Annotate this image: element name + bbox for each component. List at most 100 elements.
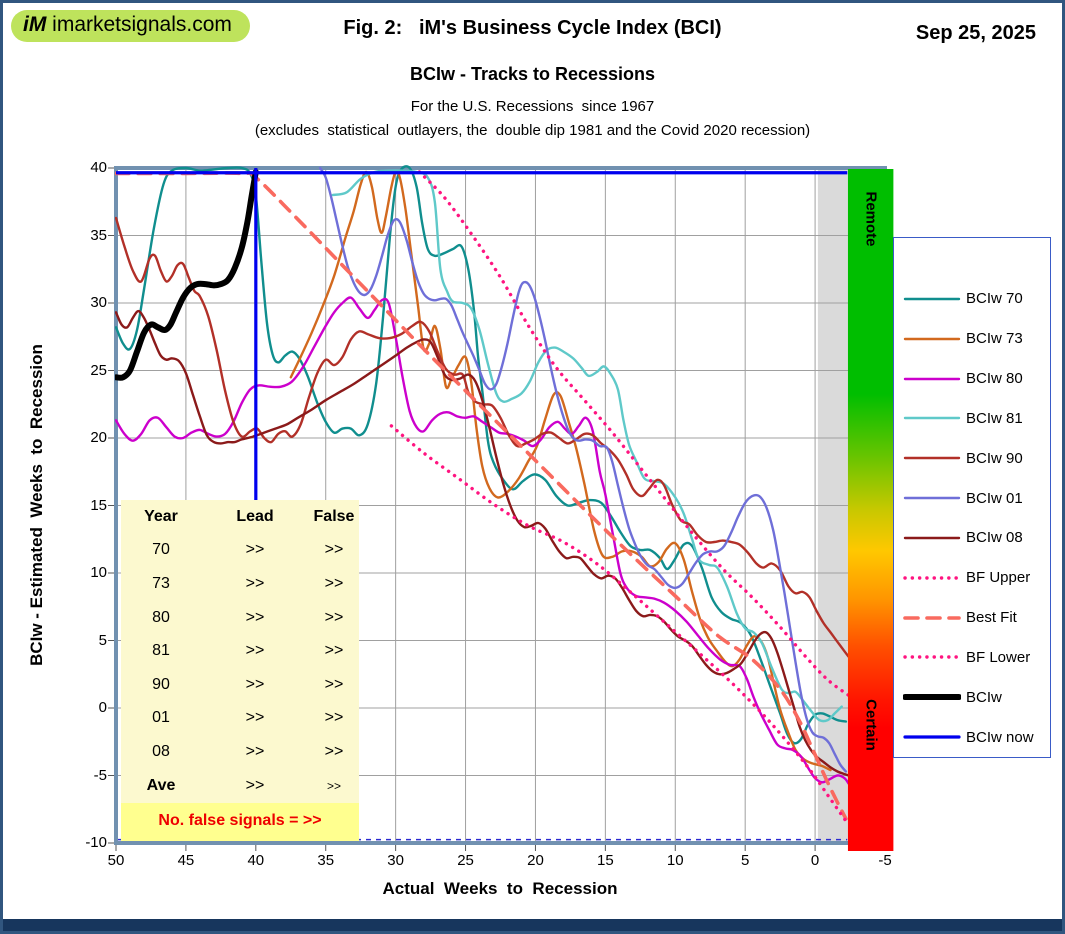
chart-subtitle-exclusions: (excludes statistical outlayers, the dou… — [254, 122, 811, 139]
legend-item: BCIw 90 — [894, 438, 1050, 478]
legend-item: BCIw — [894, 677, 1050, 717]
table-cell: 80 — [152, 608, 170, 626]
y-tick-label: 35 — [90, 226, 107, 244]
table-cell: >> — [245, 776, 265, 794]
x-tick-label: 30 — [387, 852, 404, 869]
y-tick-label: 40 — [90, 159, 107, 176]
y-tick-label: 0 — [98, 699, 107, 716]
y-tick-label: -5 — [93, 766, 107, 784]
y-tick-label: 15 — [90, 496, 107, 514]
table-cell: >> — [324, 541, 344, 559]
legend-label: BCIw 73 — [966, 330, 1023, 348]
table-cell: >> — [245, 709, 265, 727]
legend-label: BCIw 80 — [966, 370, 1023, 388]
legend-sample-line — [903, 655, 961, 660]
table-cell: 73 — [152, 574, 170, 592]
table-cell: >> — [326, 778, 341, 793]
chart-subtitle: BCIw - Tracks to Recessions — [409, 64, 656, 84]
bci-chart-plot — [108, 165, 894, 851]
x-axis-title: Actual Weeks to Recession — [382, 879, 618, 898]
x-tick-label: 0 — [810, 852, 820, 869]
legend-label: BF Lower — [966, 648, 1031, 666]
legend-label: BCIw now — [966, 728, 1034, 746]
table-cell: >> — [324, 709, 344, 727]
logo-domain: imarketsignals.com — [46, 13, 232, 36]
table-cell: Ave — [146, 776, 176, 794]
legend-label: Best Fit — [966, 609, 1017, 627]
table-cell: 81 — [152, 642, 170, 660]
lead-false-table: Year Lead False 70 >> >> 73 >> >> 80 >> >> 81 >> >> 90 >… — [121, 500, 359, 803]
legend-sample-line — [903, 417, 961, 420]
table-cell: 01 — [152, 709, 170, 727]
legend-sample-line — [903, 576, 961, 580]
series-bciw-90 — [115, 216, 850, 658]
legend-sample-line — [903, 536, 961, 540]
series-bciw-73 — [289, 170, 832, 772]
table-cell: >> — [324, 642, 344, 660]
legend-item: BCIw 81 — [894, 398, 1050, 438]
chart-legend: BCIw 70 BCIw 73 BCIw 80 BCIw 81 BCIw 90 BCIw … — [893, 237, 1051, 758]
table-cell: >> — [245, 608, 265, 626]
series-bciw-01 — [318, 166, 848, 773]
table-cell: >> — [324, 675, 344, 693]
x-tick-label: 20 — [527, 852, 544, 869]
report-date: Sep 25, 2025 — [915, 22, 1036, 44]
legend-label: BCIw — [966, 688, 1002, 706]
legend-sample-line — [903, 377, 961, 380]
y-tick-label: 30 — [90, 294, 107, 311]
table-cell: >> — [245, 675, 265, 693]
x-tick-label: 50 — [107, 852, 125, 869]
y-axis-title: BCIw - Estimated Weeks to Recession — [27, 344, 46, 666]
table-header-cell: Lead — [236, 507, 274, 525]
legend-sample-line — [903, 457, 961, 460]
y-tick-label: 25 — [90, 361, 107, 379]
x-tick-label: 45 — [177, 852, 195, 869]
x-tick-label: 15 — [597, 852, 614, 869]
x-tick-label: 25 — [457, 852, 474, 869]
table-cell: >> — [245, 541, 265, 559]
table-header-cell: False — [313, 507, 355, 525]
zone-label-remote: Remote — [862, 191, 880, 247]
legend-item: BCIw 70 — [894, 279, 1050, 319]
legend-sample-line — [903, 735, 961, 739]
legend-label: BF Upper — [966, 569, 1031, 587]
zone-label-certain: Certain — [862, 699, 880, 751]
legend-sample-line — [903, 694, 961, 701]
legend-item: BCIw now — [894, 717, 1050, 757]
legend-label: BCIw 90 — [966, 449, 1023, 467]
legend-item: BCIw 80 — [894, 359, 1050, 399]
legend-item: BF Lower — [894, 637, 1050, 677]
legend-item: BCIw 01 — [894, 478, 1050, 518]
table-cell: 90 — [152, 675, 170, 693]
x-tick-label: 35 — [317, 852, 335, 869]
y-tick-label: 20 — [90, 429, 107, 446]
legend-sample-line — [903, 337, 961, 340]
x-tick-label: 10 — [666, 852, 684, 869]
table-cell: >> — [324, 608, 344, 626]
table-header-cell: Year — [144, 507, 178, 525]
series-bciw-70 — [115, 165, 848, 745]
legend-item: BCIw 08 — [894, 518, 1050, 558]
chart-subtitle-scope: For the U.S. Recessions since 1967 — [410, 98, 655, 115]
legend-label: BCIw 81 — [966, 409, 1023, 427]
legend-label: BCIw 08 — [966, 529, 1023, 547]
table-cell: >> — [245, 742, 265, 760]
table-cell: >> — [245, 642, 265, 660]
table-cell: 70 — [152, 541, 170, 559]
series-bf-lower — [389, 424, 849, 825]
table-cell: >> — [324, 742, 344, 760]
y-tick-label: -10 — [85, 834, 107, 851]
x-tick-label: -5 — [878, 852, 892, 869]
legend-label: BCIw 01 — [966, 489, 1023, 507]
false-signals-note: No. false signals = >> — [121, 803, 359, 841]
series-bf-upper — [417, 170, 854, 699]
legend-item: BCIw 73 — [894, 319, 1050, 359]
logo-im: iM — [23, 13, 47, 36]
table-cell: >> — [245, 574, 265, 592]
x-tick-label: 40 — [247, 852, 265, 869]
logo: iM imarketsignals.com — [11, 10, 250, 42]
y-tick-label: 5 — [98, 631, 107, 649]
series-bciw-80 — [115, 296, 850, 785]
x-tick-label: 5 — [741, 852, 750, 869]
